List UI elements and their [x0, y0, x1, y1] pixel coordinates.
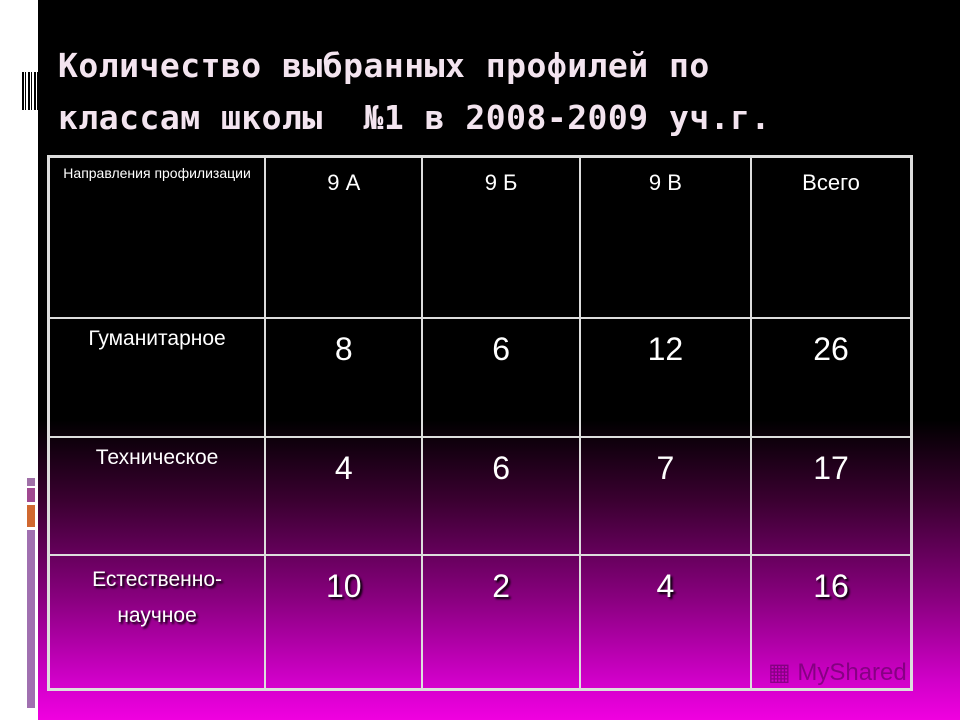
table-cell: 8 [264, 316, 424, 438]
table-cell: 12 [578, 316, 753, 438]
table-cell: 16 [750, 553, 913, 691]
row-label: Гуманитарное [47, 316, 267, 438]
barcode-decoration [22, 72, 38, 110]
row-label-line-2: научное [117, 603, 197, 627]
table-header-row: Направления профилизации 9 А 9 Б 9 В Все… [47, 155, 913, 319]
table-row: Техническое 4 6 7 17 [47, 435, 913, 556]
row-label-line-1: Естественно- [92, 567, 222, 591]
table-cell: 17 [750, 435, 913, 556]
table-cell: 26 [750, 316, 913, 438]
header-cell: 9 В [578, 155, 753, 319]
header-cell: 9 Б [421, 155, 581, 319]
header-cell: Направления профилизации [47, 155, 267, 319]
table-cell: 6 [421, 316, 581, 438]
table-cell: 10 [264, 553, 424, 691]
title-line-1: Количество выбранных профилей по [58, 46, 710, 85]
presentation-board-icon: ▦ [768, 659, 791, 686]
table-row: Гуманитарное 8 6 12 26 [47, 316, 913, 438]
table-cell: 4 [264, 435, 424, 556]
row-label: Естественно- научное [47, 553, 267, 691]
title-line-2: классам школы №1 в 2008-2009 уч.г. [58, 98, 771, 137]
watermark-text: MyShared [797, 659, 907, 686]
side-bar-decoration [27, 530, 35, 708]
header-cell: 9 А [264, 155, 424, 319]
side-bar-decoration [27, 505, 35, 527]
side-bar-decoration [27, 478, 35, 486]
slide-title: Количество выбранных профилей по классам… [58, 40, 938, 144]
table-cell: 2 [421, 553, 581, 691]
table-cell: 4 [578, 553, 753, 691]
row-label: Техническое [47, 435, 267, 556]
profiles-table: Направления профилизации 9 А 9 Б 9 В Все… [47, 155, 913, 691]
table-cell: 7 [578, 435, 753, 556]
watermark: ▦ MyShared [768, 658, 907, 687]
side-bar-decoration [27, 488, 35, 502]
table-row: Естественно- научное 10 2 4 16 [47, 553, 913, 691]
table-cell: 6 [421, 435, 581, 556]
header-cell: Всего [750, 155, 913, 319]
